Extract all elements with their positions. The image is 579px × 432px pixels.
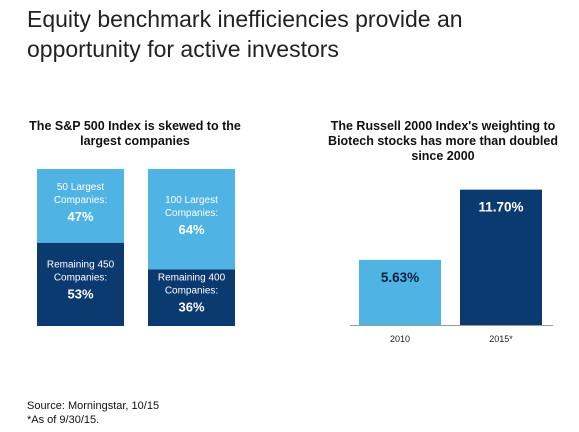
source-note: Source: Morningstar, 10/15 [27,400,160,412]
data-label: 53% [67,286,93,301]
stack-bar-top-0 [37,169,124,243]
right-chart-title: The Russell 2000 Index's weighting to Bi… [328,119,558,163]
bar-0 [359,259,441,325]
data-label: 64% [178,222,204,237]
data-label: 11.70% [478,200,523,215]
page-title: Equity benchmark inefficiencies provide … [27,6,463,62]
data-label: 36% [178,300,204,315]
segment-label: Companies: [165,208,218,219]
tick-label: 2015* [489,334,513,344]
stack-bar-top-1 [148,169,235,270]
bar-1 [460,189,542,325]
tick-label: 2010 [390,334,410,344]
segment-label: Companies: [165,286,218,297]
footer: Source: Morningstar, 10/15 *As of 9/30/1… [27,399,159,427]
stack-bar-bottom-0 [37,242,124,326]
segment-label: Companies: [54,272,107,283]
left-chart-title: The S&P 500 Index is skewed to the large… [29,119,241,148]
segment-label: 50 Largest [57,182,104,193]
data-label: 47% [67,209,93,224]
segment-label: Remaining 400 [158,273,226,284]
segment-label: Companies: [54,195,107,206]
stack-bar-bottom-1 [148,269,235,326]
segment-label: Remaining 450 [47,259,115,270]
footnote: *As of 9/30/15. [27,414,100,426]
segment-label: 100 Largest [165,195,218,206]
data-label: 5.63% [381,270,419,285]
